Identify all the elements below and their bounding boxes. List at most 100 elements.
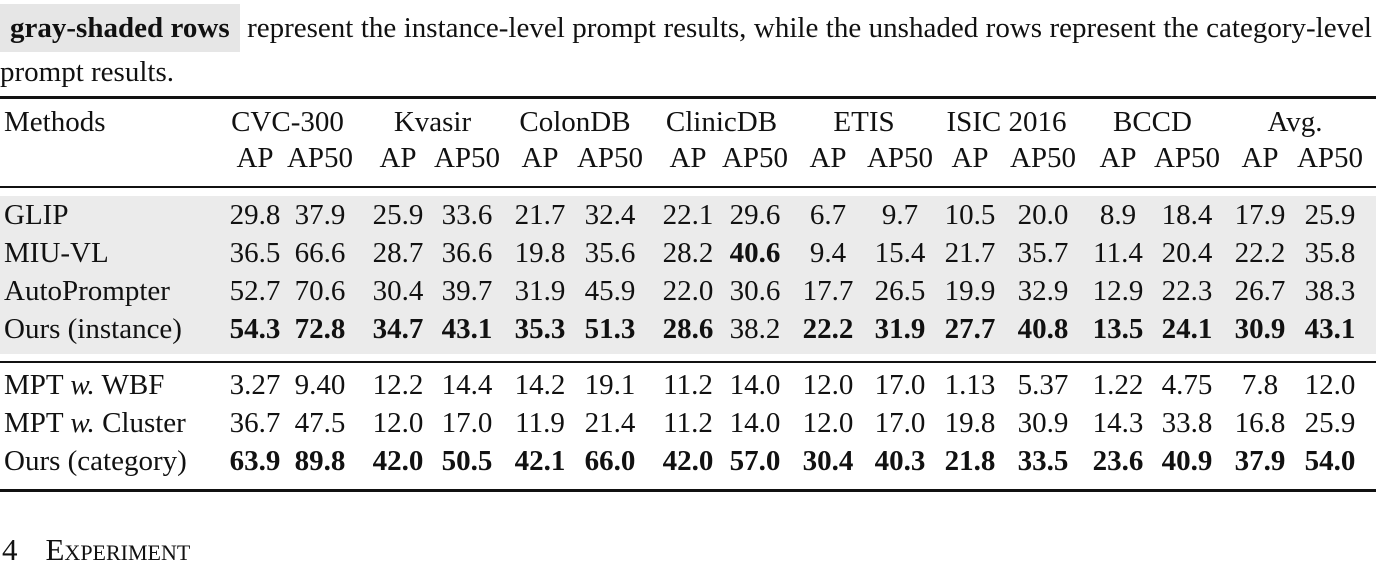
value-cell: 21.7: [514, 199, 566, 231]
value-cell: 36.7: [229, 407, 281, 439]
value-cell: 10.5: [944, 199, 996, 231]
method-part: WBF: [101, 369, 165, 401]
value-cell: 28.7: [372, 237, 424, 269]
value-cell: 51.3: [584, 313, 636, 345]
dataset-header: CVC-300: [231, 106, 344, 138]
value-cell: 28.6: [662, 313, 714, 345]
value-cell: 24.1: [1161, 313, 1213, 345]
method-part: Cluster: [102, 407, 186, 439]
value-cell: 17.9: [1234, 199, 1286, 231]
dataset-header: ClinicDB: [665, 106, 778, 138]
header-rule: [0, 186, 1376, 188]
value-cell: 23.6: [1092, 445, 1144, 477]
value-cell: 15.4: [874, 237, 926, 269]
value-cell: 38.3: [1304, 275, 1356, 307]
value-cell: 21.8: [944, 445, 996, 477]
value-cell: 14.3: [1092, 407, 1144, 439]
value-cell: 26.5: [874, 275, 926, 307]
value-cell: 12.2: [372, 369, 424, 401]
value-cell: 35.8: [1304, 237, 1356, 269]
shaded-band: [0, 196, 1376, 354]
value-cell: 12.0: [1304, 369, 1356, 401]
value-cell: 19.8: [514, 237, 566, 269]
value-cell: 42.0: [372, 445, 424, 477]
caption: gray-shaded rows represent the instance-…: [0, 4, 1372, 94]
value-cell: 11.2: [663, 407, 713, 439]
section-title: Experiment: [45, 532, 191, 567]
value-cell: 28.2: [662, 237, 714, 269]
value-cell: 66.0: [584, 445, 636, 477]
value-cell: 6.7: [809, 199, 847, 231]
value-cell: 25.9: [372, 199, 424, 231]
value-cell: 3.27: [229, 369, 281, 401]
value-cell: 50.5: [441, 445, 493, 477]
value-cell: 35.6: [584, 237, 636, 269]
caption-text: represent the instance-level prompt resu…: [0, 12, 1372, 88]
value-cell: 12.0: [372, 407, 424, 439]
method-part: GLIP: [4, 199, 69, 231]
value-cell: 66.6: [294, 237, 346, 269]
value-cell: 34.7: [372, 313, 424, 345]
section-heading: 4 Experiment: [2, 532, 190, 568]
dataset-header: Kvasir: [393, 106, 472, 138]
value-cell: 21.4: [584, 407, 636, 439]
method-part: AutoPrompter: [4, 275, 170, 307]
value-cell: 4.75: [1161, 369, 1213, 401]
top-rule: [0, 96, 1376, 99]
value-cell: 35.3: [514, 313, 566, 345]
value-cell: 21.7: [944, 237, 996, 269]
value-cell: 36.6: [441, 237, 493, 269]
value-cell: 8.9: [1099, 199, 1137, 231]
value-cell: 33.6: [441, 199, 493, 231]
value-cell: 26.7: [1234, 275, 1286, 307]
metric-header: AP: [1241, 142, 1279, 174]
value-cell: 19.1: [584, 369, 636, 401]
value-cell: 25.9: [1304, 199, 1356, 231]
value-cell: 9.40: [294, 369, 346, 401]
value-cell: 17.0: [874, 407, 926, 439]
method-part: MPT: [4, 407, 64, 439]
value-cell: 40.6: [729, 237, 781, 269]
value-cell: 22.1: [662, 199, 714, 231]
value-cell: 36.5: [229, 237, 281, 269]
value-cell: 45.9: [584, 275, 636, 307]
dataset-header: ETIS: [833, 106, 895, 138]
value-cell: 7.8: [1241, 369, 1279, 401]
metric-header: AP50: [1296, 142, 1364, 174]
method-part: MIU-VL: [4, 237, 109, 269]
value-cell: 29.8: [229, 199, 281, 231]
value-cell: 18.4: [1161, 199, 1213, 231]
value-cell: 47.5: [294, 407, 346, 439]
metric-header: AP50: [576, 142, 644, 174]
metric-header: AP50: [721, 142, 789, 174]
value-cell: 52.7: [229, 275, 281, 307]
method-part: MPT: [4, 369, 64, 401]
value-cell: 31.9: [514, 275, 566, 307]
value-cell: 22.3: [1161, 275, 1213, 307]
value-cell: 22.2: [1234, 237, 1286, 269]
value-cell: 11.4: [1093, 237, 1143, 269]
method-header: Methods: [4, 106, 106, 138]
value-cell: 38.2: [729, 313, 781, 345]
value-cell: 17.0: [441, 407, 493, 439]
value-cell: 1.13: [944, 369, 996, 401]
value-cell: 54.0: [1304, 445, 1356, 477]
metric-header: AP50: [433, 142, 501, 174]
bottom-rule: [0, 489, 1376, 492]
value-cell: 30.6: [729, 275, 781, 307]
mid-rule: [0, 361, 1376, 363]
value-cell: 9.7: [881, 199, 919, 231]
value-cell: 29.6: [729, 199, 781, 231]
value-cell: 43.1: [441, 313, 493, 345]
metric-header: AP: [1099, 142, 1137, 174]
value-cell: 25.9: [1304, 407, 1356, 439]
value-cell: 70.6: [294, 275, 346, 307]
value-cell: 9.4: [809, 237, 847, 269]
value-cell: 72.8: [294, 313, 346, 345]
metric-header: AP50: [286, 142, 354, 174]
metric-header: AP: [379, 142, 417, 174]
method-part: Ours (category): [4, 445, 187, 477]
metric-header: AP50: [1009, 142, 1077, 174]
value-cell: 19.8: [944, 407, 996, 439]
